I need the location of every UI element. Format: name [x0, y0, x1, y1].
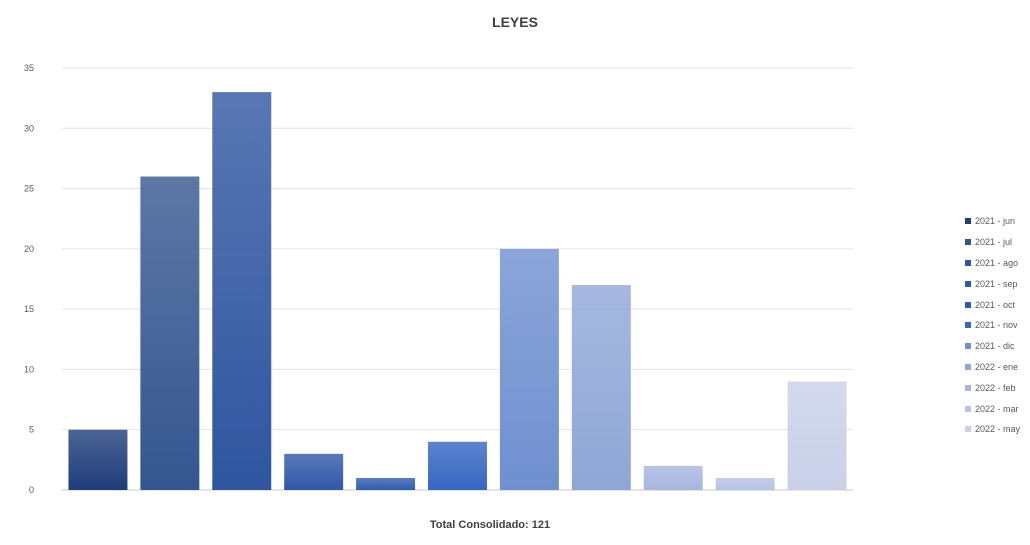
legend-swatch [965, 343, 971, 350]
bar-2022-mar [715, 477, 775, 490]
legend-item: 2022 - feb [965, 377, 1030, 398]
y-tick-label: 25 [24, 184, 34, 194]
legend-item: 2021 - nov [965, 315, 1030, 336]
y-tick-label: 30 [24, 123, 34, 133]
bar-2021-ago [212, 92, 272, 490]
legend-item: 2021 - jul [965, 232, 1030, 253]
legend-swatch [965, 384, 971, 391]
total-consolidated: Total Consolidado: 121 [0, 519, 980, 531]
legend-swatch [965, 405, 971, 412]
legend-label: 2022 - may [975, 424, 1021, 435]
legend-swatch [965, 218, 971, 225]
bar-2021-jun [68, 429, 128, 490]
bar-2021-oct [356, 477, 416, 490]
legend-item: 2021 - dic [965, 336, 1030, 357]
legend-label: 2021 - jul [975, 237, 1013, 248]
bar-2022-may [787, 381, 847, 490]
legend-swatch [965, 239, 971, 246]
total-value: 121 [531, 519, 551, 531]
legend-swatch [965, 280, 971, 287]
y-tick-label: 0 [29, 485, 34, 495]
legend-item: 2021 - ago [965, 253, 1030, 274]
y-tick-label: 15 [24, 304, 34, 314]
legend-item: 2022 - may [965, 419, 1030, 440]
legend-label: 2022 - ene [975, 361, 1019, 372]
y-tick-label: 35 [24, 63, 34, 73]
legend-item: 2021 - oct [965, 294, 1030, 315]
bar-2021-jul [140, 176, 200, 490]
bar-2021-sep [284, 453, 344, 490]
legend-label: 2021 - sep [975, 278, 1018, 289]
y-tick-label: 10 [24, 364, 34, 374]
bar-2021-dic [499, 248, 559, 490]
legend-swatch [965, 363, 971, 370]
legend-label: 2021 - oct [975, 299, 1016, 310]
legend-item: 2022 - mar [965, 398, 1030, 419]
legend-item: 2022 - ene [965, 357, 1030, 378]
legend-item: 2021 - jun [965, 211, 1030, 232]
legend-label: 2021 - jun [975, 216, 1016, 227]
bar-2021-nov [428, 441, 487, 490]
legend-label: 2022 - feb [975, 382, 1016, 393]
legend-swatch [965, 322, 971, 329]
legend-item: 2021 - sep [965, 273, 1030, 294]
bar-2022-feb [643, 465, 703, 490]
legend-label: 2021 - nov [975, 320, 1018, 331]
legend-label: 2022 - mar [975, 403, 1019, 414]
chart-legend: 2021 - jun 2021 - jul 2021 - ago 2021 - sep… [965, 211, 1030, 440]
y-tick-label: 5 [29, 425, 34, 435]
total-label-text: Total Consolidado: [429, 519, 529, 531]
chart-title: LEYES [492, 14, 538, 30]
legend-swatch [965, 426, 971, 433]
y-tick-label: 20 [24, 244, 34, 254]
legend-label: 2021 - dic [975, 341, 1015, 352]
legend-swatch [965, 301, 971, 308]
bar-2022-ene [571, 285, 631, 490]
legend-label: 2021 - ago [975, 257, 1019, 268]
legend-swatch [965, 259, 971, 266]
